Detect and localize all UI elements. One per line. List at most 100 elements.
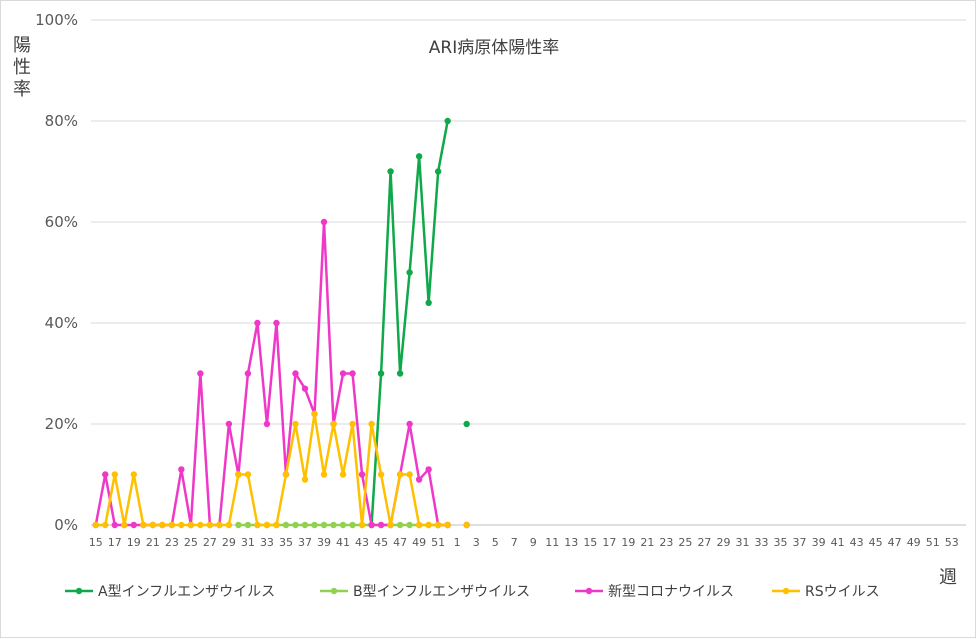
data-point xyxy=(434,168,442,175)
legend-item: RSウイルス xyxy=(772,584,880,600)
data-point xyxy=(121,521,128,529)
x-tick-label: 39 xyxy=(812,536,826,549)
y-axis-label-char: 率 xyxy=(13,79,31,100)
x-tick-label: 23 xyxy=(659,536,673,549)
data-point xyxy=(187,521,195,529)
data-point xyxy=(415,521,423,529)
y-tick-label: 40% xyxy=(45,314,78,332)
x-tick-label: 35 xyxy=(774,536,788,549)
data-point xyxy=(415,153,423,160)
data-point xyxy=(330,521,337,529)
data-point xyxy=(444,521,451,529)
data-point xyxy=(339,521,347,529)
y-tick-label: 100% xyxy=(35,11,78,29)
x-tick-label: 51 xyxy=(926,536,940,549)
x-tick-label: 21 xyxy=(146,536,160,549)
data-point xyxy=(463,420,470,428)
data-point xyxy=(130,521,137,529)
x-tick-label: 37 xyxy=(793,536,807,549)
x-tick-label: 37 xyxy=(298,536,312,549)
data-point xyxy=(254,319,261,327)
data-point xyxy=(387,168,394,175)
legend-marker xyxy=(782,587,790,595)
legend-item: A型インフルエンザウイルス xyxy=(65,584,275,600)
x-tick-label: 53 xyxy=(945,536,959,549)
data-point xyxy=(301,385,309,392)
data-point xyxy=(396,471,404,478)
data-point xyxy=(377,370,385,377)
data-point xyxy=(311,410,318,418)
x-tick-label: 45 xyxy=(869,536,883,549)
data-point xyxy=(349,370,356,377)
data-point xyxy=(140,521,147,529)
x-tick-label: 29 xyxy=(716,536,730,549)
data-point xyxy=(168,521,176,529)
data-point xyxy=(330,420,337,428)
data-point xyxy=(301,521,309,529)
x-tick-label: 31 xyxy=(735,536,749,549)
legend-marker xyxy=(75,587,83,595)
data-point xyxy=(463,521,470,529)
x-tick-label: 1 xyxy=(454,536,461,549)
data-point xyxy=(358,521,366,529)
x-tick-label: 13 xyxy=(564,536,578,549)
data-point xyxy=(111,471,118,478)
x-axis-label: 週 xyxy=(939,567,957,588)
data-point xyxy=(339,370,347,377)
x-tick-label: 51 xyxy=(431,536,445,549)
y-tick-label: 20% xyxy=(45,415,78,433)
x-tick-label: 15 xyxy=(583,536,597,549)
x-tick-label: 5 xyxy=(492,536,499,549)
x-tick-label: 23 xyxy=(165,536,179,549)
y-tick-label: 60% xyxy=(45,213,78,231)
data-point xyxy=(387,521,394,529)
y-tick-label: 0% xyxy=(54,516,78,534)
data-point xyxy=(197,521,204,529)
x-tick-label: 27 xyxy=(697,536,711,549)
x-tick-label: 43 xyxy=(355,536,369,549)
y-axis-ticks: 0% 20% 40% 60% 80% 100% xyxy=(35,11,78,534)
data-point xyxy=(102,471,109,478)
legend-item: B型インフルエンザウイルス xyxy=(320,584,530,600)
y-axis-label: 陽性率 xyxy=(13,35,31,100)
x-tick-label: 41 xyxy=(336,536,350,549)
x-tick-label: 17 xyxy=(108,536,122,549)
x-tick-label: 43 xyxy=(850,536,864,549)
x-tick-label: 25 xyxy=(678,536,692,549)
data-point xyxy=(396,521,404,529)
x-tick-label: 19 xyxy=(621,536,635,549)
x-tick-label: 15 xyxy=(89,536,103,549)
x-tick-label: 27 xyxy=(203,536,217,549)
x-tick-label: 33 xyxy=(755,536,769,549)
x-tick-label: 35 xyxy=(279,536,293,549)
data-point xyxy=(235,521,242,529)
y-tick-label: 80% xyxy=(45,112,78,130)
legend-label: 新型コロナウイルス xyxy=(608,584,734,600)
data-point xyxy=(273,521,280,529)
data-point xyxy=(254,521,261,529)
data-point xyxy=(320,521,328,529)
data-point xyxy=(292,521,299,529)
series-2 xyxy=(92,218,470,529)
data-point xyxy=(235,471,242,478)
data-point xyxy=(263,521,271,529)
data-point xyxy=(292,420,299,428)
x-tick-label: 49 xyxy=(412,536,426,549)
legend-label: RSウイルス xyxy=(805,584,880,600)
data-point xyxy=(320,218,328,226)
data-point xyxy=(244,370,252,377)
y-axis-label-char: 陽 xyxy=(13,35,31,56)
x-tick-label: 47 xyxy=(393,536,407,549)
data-point xyxy=(178,521,185,529)
legend-label: B型インフルエンザウイルス xyxy=(353,584,530,600)
data-point xyxy=(225,420,233,428)
x-tick-label: 49 xyxy=(907,536,921,549)
data-point xyxy=(368,521,375,529)
x-tick-label: 33 xyxy=(260,536,274,549)
data-point xyxy=(406,471,413,478)
data-point xyxy=(406,521,413,529)
data-point xyxy=(368,420,375,428)
data-point xyxy=(434,521,442,529)
